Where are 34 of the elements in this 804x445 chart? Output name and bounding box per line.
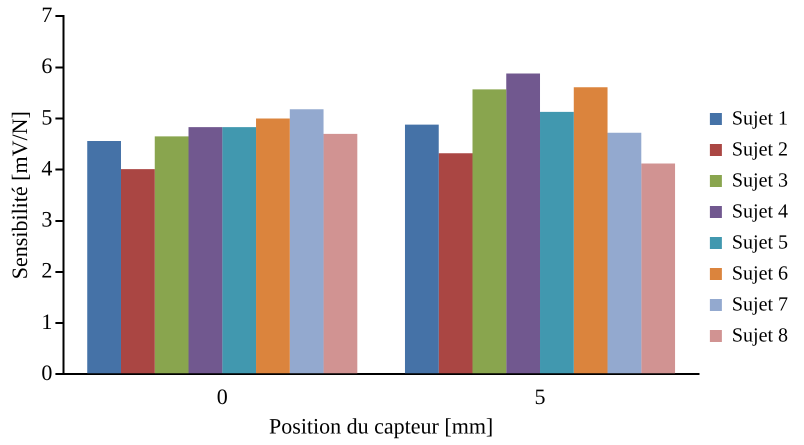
bar bbox=[641, 163, 676, 374]
legend-label: Sujet 3 bbox=[732, 169, 788, 192]
y-tick-label: 3 bbox=[41, 206, 52, 232]
bar bbox=[87, 140, 121, 374]
bar bbox=[540, 112, 574, 374]
bar bbox=[120, 169, 155, 374]
bar bbox=[472, 89, 506, 374]
y-tick-label: 5 bbox=[41, 104, 52, 130]
bar bbox=[154, 136, 189, 374]
y-tick-label: 0 bbox=[41, 360, 52, 385]
x-axis-title: Position du capteur [mm] bbox=[269, 414, 494, 439]
y-tick-label: 1 bbox=[41, 308, 52, 334]
bar bbox=[222, 127, 256, 374]
bar bbox=[608, 132, 642, 374]
y-tick-label: 4 bbox=[41, 155, 52, 180]
y-axis-title: Sensibilité [mV/N] bbox=[6, 111, 32, 280]
y-tick-label: 2 bbox=[41, 258, 52, 283]
bar bbox=[256, 118, 290, 374]
bar bbox=[324, 134, 358, 374]
legend-label: Sujet 6 bbox=[732, 262, 788, 284]
bar bbox=[438, 153, 472, 374]
bar bbox=[188, 127, 222, 374]
legend-label: Sujet 2 bbox=[732, 138, 788, 160]
legend-label: Sujet 4 bbox=[732, 200, 788, 222]
bar bbox=[290, 109, 324, 374]
legend-label: Sujet 8 bbox=[732, 324, 788, 346]
y-tick-label: 7 bbox=[41, 2, 52, 27]
legend-label: Sujet 5 bbox=[732, 231, 788, 254]
y-tick-label: 6 bbox=[41, 53, 52, 78]
legend-label: Sujet 1 bbox=[732, 107, 788, 130]
bar bbox=[574, 87, 608, 374]
bar bbox=[404, 124, 439, 374]
legend-label: Sujet 7 bbox=[732, 293, 788, 316]
bar bbox=[506, 73, 540, 374]
